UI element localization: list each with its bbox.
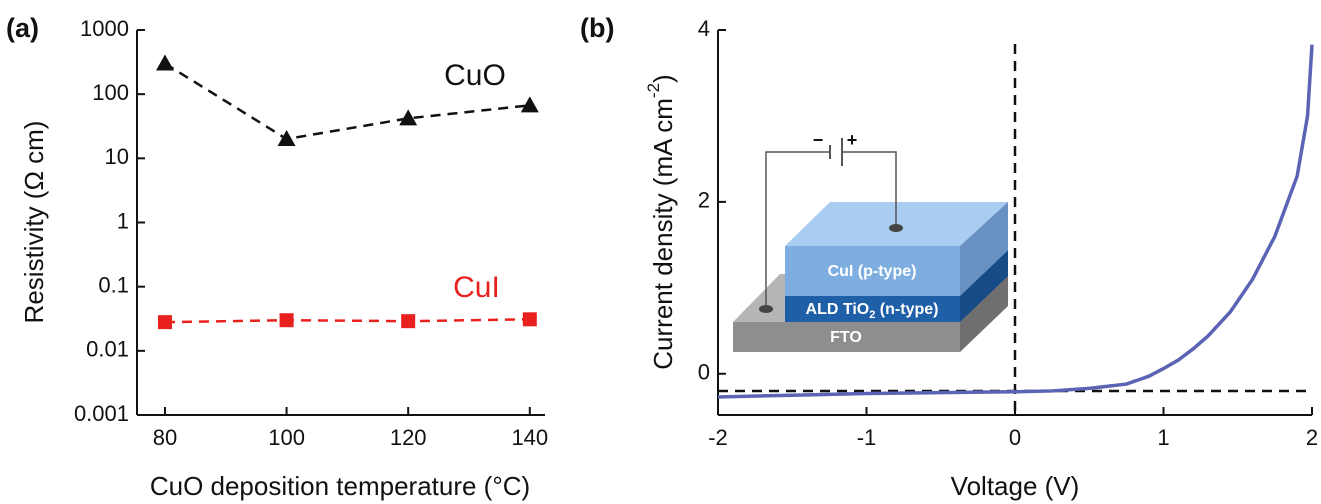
y-tick-label: 0.001: [74, 401, 129, 426]
inset-label: +: [847, 130, 858, 150]
marker: [279, 313, 294, 328]
inset-label: FTO: [830, 329, 862, 346]
x-tick-label: 120: [390, 425, 427, 450]
series-line: [717, 44, 1314, 399]
y-axis-label-main: Current density (mA cm: [648, 98, 678, 370]
y-tick-label: 100: [92, 80, 129, 105]
x-tick-label: -1: [857, 425, 877, 450]
panel-label: (a): [6, 13, 39, 43]
series-line: [164, 62, 530, 141]
marker: [401, 314, 416, 329]
inset-label: −: [813, 130, 824, 150]
y-tick-label: 1: [117, 208, 129, 233]
series-line: [164, 318, 530, 324]
y-tick-label: 0.01: [86, 337, 129, 362]
y-axis-label: Current density (mA cm-2): [644, 74, 677, 369]
series-label: CuO: [444, 59, 506, 92]
x-tick-label: -2: [708, 425, 728, 450]
inset-label-part: (n-type): [875, 301, 938, 318]
y-tick-label: 1000: [80, 16, 129, 41]
x-tick-label: 2: [1306, 425, 1318, 450]
marker: [277, 130, 296, 147]
inset-label: CuI (p-type): [828, 263, 917, 280]
y-axis-label-sup: -2: [644, 83, 663, 98]
x-tick-label: 1: [1157, 425, 1169, 450]
y-axis-label: Resistivity (Ω cm): [19, 121, 49, 324]
marker: [399, 109, 418, 126]
y-tick-label: 4: [698, 16, 710, 41]
inset-device: [733, 138, 1008, 352]
marker: [155, 54, 174, 71]
x-tick-label: 80: [153, 425, 177, 450]
y-tick-label: 0.1: [98, 272, 129, 297]
y-tick-label: 0: [698, 360, 710, 385]
x-tick-label: 100: [268, 425, 305, 450]
y-axis-label-end: ): [648, 74, 678, 83]
series-label: CuI: [453, 271, 500, 304]
panel-label: (b): [580, 13, 614, 43]
marker: [520, 96, 539, 113]
marker: [157, 315, 172, 330]
inset-label-sub: 2: [869, 309, 875, 321]
y-tick-label: 2: [698, 188, 710, 213]
y-tick-label: 10: [105, 144, 129, 169]
x-tick-label: 0: [1009, 425, 1021, 450]
x-axis-label: CuO deposition temperature (°C): [150, 471, 530, 501]
inset-label-part: ALD TiO: [806, 301, 870, 318]
x-axis-label: Voltage (V): [951, 471, 1080, 501]
inset-label: ALD TiO2 (n-type): [806, 301, 939, 321]
x-tick-label: 140: [511, 425, 548, 450]
marker: [522, 312, 537, 327]
